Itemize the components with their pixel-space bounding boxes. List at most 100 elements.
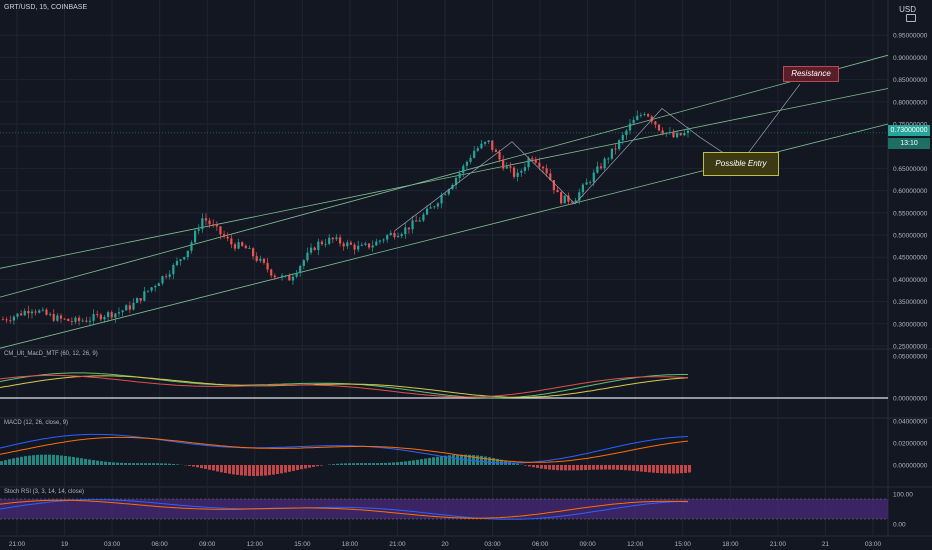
macd-label: MACD (12, 26, close, 9) — [4, 420, 69, 426]
macd-histogram-bar — [160, 463, 163, 465]
candle-body — [364, 243, 367, 245]
macd-histogram-bar — [584, 465, 587, 471]
candle-body — [309, 247, 313, 253]
x-tick-label: 03:00 — [104, 541, 121, 548]
macd-histogram-bar — [444, 455, 447, 465]
candle-body — [85, 320, 88, 322]
macd-histogram-bar — [460, 454, 463, 465]
candle-body — [469, 157, 472, 162]
macd-histogram-bar — [512, 462, 515, 465]
candle-body — [676, 132, 679, 138]
macd-histogram-bar — [112, 462, 115, 465]
stoch-k-line — [0, 499, 689, 520]
candle-body — [473, 150, 476, 158]
candle-body — [107, 312, 110, 317]
candle-body — [284, 275, 287, 277]
y-tick-label: 0.35000000 — [893, 299, 928, 306]
macd-histogram-bar — [68, 456, 71, 465]
macd-histogram-bar — [88, 459, 91, 465]
candle-body — [607, 158, 610, 160]
y-tick-label: 0.55000000 — [893, 210, 928, 217]
settings-icon[interactable] — [906, 14, 916, 22]
macd-histogram-bar — [208, 465, 211, 470]
resistance-annotation[interactable]: Resistance — [783, 66, 839, 82]
macd-histogram-bar — [516, 463, 519, 465]
candle-body — [447, 189, 450, 195]
candle-body — [96, 314, 99, 315]
macd-histogram-bar — [44, 454, 47, 465]
macd-histogram-bar — [32, 455, 35, 465]
macd-histogram-bar — [568, 465, 571, 471]
candle-body — [74, 317, 77, 322]
macd-histogram-bar — [644, 465, 647, 472]
cm-macd-alt — [0, 374, 689, 398]
y-tick-label: 0.25000000 — [893, 344, 928, 351]
candle-body — [425, 208, 429, 215]
macd-histogram-bar — [496, 458, 499, 465]
macd-histogram-bar — [608, 465, 611, 470]
candle-body — [360, 244, 363, 246]
candle-body — [465, 161, 469, 166]
macd-histogram-bar — [148, 463, 151, 465]
macd-histogram-bar — [408, 460, 411, 465]
candle-body — [592, 172, 595, 183]
candle-body — [498, 151, 501, 160]
candle-body — [248, 248, 251, 250]
stoch-d-line — [0, 499, 689, 519]
candle-body — [237, 242, 240, 249]
macd-histogram-bar — [348, 463, 351, 465]
candle-body — [146, 290, 150, 292]
macd-histogram-bar — [600, 465, 603, 470]
macd-histogram-bar — [420, 459, 423, 465]
candle-body — [483, 141, 487, 144]
candle-body — [255, 256, 258, 261]
macd-histogram-bar — [220, 465, 223, 473]
candle-body — [647, 114, 650, 117]
candle-body — [92, 314, 95, 321]
candle-body — [661, 130, 664, 134]
y-tick-label: 0.65000000 — [893, 166, 928, 173]
macd-histogram-bar — [244, 465, 247, 476]
candle-body — [132, 302, 135, 310]
candle-body — [215, 224, 218, 227]
candle-body — [59, 315, 63, 319]
macd-histogram-bar — [296, 465, 299, 471]
macd-histogram-bar — [544, 465, 547, 470]
indicator-y-tick-label: 0.00000000 — [893, 396, 928, 403]
macd-histogram-bar — [612, 465, 615, 470]
x-tick-label: 21:00 — [389, 541, 406, 548]
candle-body — [5, 319, 8, 321]
candle-body — [212, 224, 215, 226]
indicator-y-tick-label: 100.00 — [893, 492, 913, 499]
macd-histogram-bar — [236, 465, 239, 475]
macd-histogram-bar — [616, 465, 619, 470]
y-tick-label: 0.90000000 — [893, 55, 928, 62]
macd-histogram-bar — [64, 455, 67, 465]
candle-body — [20, 313, 23, 316]
candle-body — [454, 178, 458, 185]
candle-body — [288, 275, 291, 281]
candle-body — [41, 309, 44, 311]
macd-histogram-bar — [388, 462, 391, 465]
countdown-tag: 13:10 — [888, 138, 930, 149]
macd-histogram-bar — [392, 462, 395, 465]
macd-histogram-bar — [684, 465, 687, 473]
candle-body — [436, 203, 440, 207]
y-tick-label: 0.80000000 — [893, 99, 928, 106]
possible-entry-annotation[interactable]: Possible Entry — [703, 152, 779, 176]
macd-histogram-bar — [268, 465, 271, 476]
macd-histogram-bar — [80, 458, 83, 465]
channel-line — [0, 88, 889, 269]
candle-body — [386, 235, 389, 240]
candle-body — [462, 165, 465, 174]
macd-histogram-bar — [52, 454, 55, 465]
macd-histogram-bar — [200, 465, 203, 469]
macd-histogram-bar — [252, 465, 255, 476]
macd-histogram-bar — [36, 454, 39, 465]
zigzag-line — [394, 107, 701, 231]
macd-histogram-bar — [172, 463, 175, 465]
x-tick-label: 21:00 — [9, 541, 26, 548]
macd-histogram-bar — [532, 465, 535, 468]
x-tick-label: 15:00 — [675, 541, 692, 548]
